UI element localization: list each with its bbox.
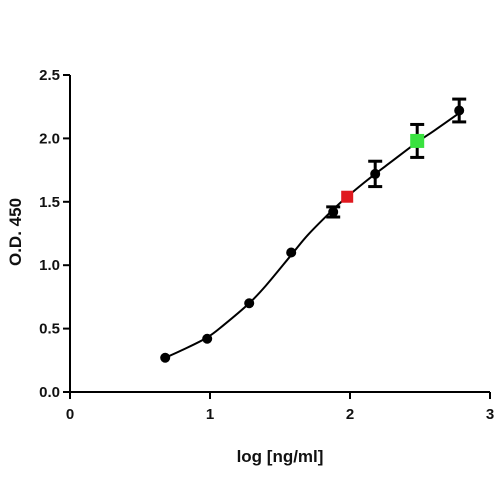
data-point bbox=[286, 247, 297, 258]
y-tick-label: 2.5 bbox=[39, 67, 60, 84]
y-tick-label: 0.0 bbox=[39, 384, 60, 401]
y-axis-title: O.D. 450 bbox=[6, 198, 25, 266]
x-axis-title: log [ng/ml] bbox=[237, 447, 324, 466]
data-point bbox=[202, 333, 213, 344]
data-point bbox=[370, 168, 381, 179]
data-point bbox=[244, 298, 255, 309]
data-marks bbox=[160, 97, 467, 363]
y-tick-label: 0.5 bbox=[39, 321, 60, 338]
x-tick-label: 0 bbox=[66, 406, 74, 423]
x-tick-label: 3 bbox=[486, 406, 494, 423]
fit-curve bbox=[164, 112, 460, 359]
y-tick-label: 2.0 bbox=[39, 130, 60, 147]
data-point-square bbox=[410, 133, 425, 148]
axes: 0.0 0.5 1.0 1.5 2.0 2.5 0 1 2 3 bbox=[39, 67, 494, 423]
x-tick-label: 1 bbox=[206, 406, 214, 423]
data-point bbox=[160, 352, 171, 363]
y-tick-label: 1.5 bbox=[39, 194, 60, 211]
fit-curve-layer bbox=[164, 112, 460, 359]
x-tick-label: 2 bbox=[346, 406, 354, 423]
data-point bbox=[454, 105, 465, 116]
y-tick-label: 1.0 bbox=[39, 257, 60, 274]
data-point-square bbox=[341, 190, 354, 203]
data-point bbox=[328, 206, 339, 217]
